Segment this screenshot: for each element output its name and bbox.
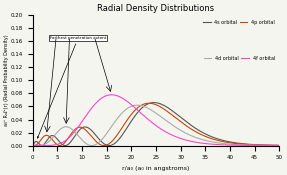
Y-axis label: a₀³ Rₙℓ²(r) (Radial Probability Density): a₀³ Rₙℓ²(r) (Radial Probability Density) xyxy=(4,35,9,126)
X-axis label: r/a₀ (a₀ in angstroms): r/a₀ (a₀ in angstroms) xyxy=(122,166,190,171)
Legend: 4d orbital, 4f orbital: 4d orbital, 4f orbital xyxy=(202,54,277,63)
Text: Farthest penetration extent: Farthest penetration extent xyxy=(37,36,106,138)
Title: Radial Density Distributions: Radial Density Distributions xyxy=(97,4,214,13)
